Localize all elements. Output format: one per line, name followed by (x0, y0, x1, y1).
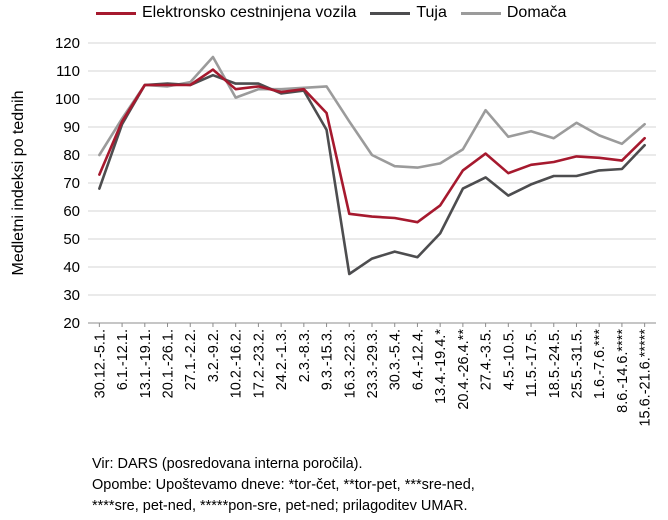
y-tick-label: 100 (55, 91, 80, 108)
legend-swatch-elektronsko (96, 11, 136, 15)
x-tick-label: 18.5.-24.5. (547, 329, 563, 398)
legend-item-elektronsko: Elektronsko cestninjena vozila (96, 4, 356, 22)
y-tick-label: 40 (63, 259, 80, 276)
x-tick-label: 16.3.-22.3. (342, 329, 358, 398)
y-tick-label: 80 (63, 147, 80, 164)
source-note: Vir: DARS (posredovana interna poročila)… (92, 456, 363, 472)
legend-label-domaca: Domača (506, 4, 567, 21)
legend-label-elektronsko: Elektronsko cestninjena vozila (142, 4, 357, 21)
x-tick-label: 8.6.-14.6.**** (615, 329, 631, 413)
series-line-0 (98, 68, 646, 224)
x-tick-label: 13.1.-19.1. (138, 329, 154, 398)
x-tick-label: 24.2.-1.3. (274, 329, 290, 390)
legend-swatch-domaca (460, 11, 501, 15)
x-tick-label: 17.2.-23.2. (251, 329, 267, 398)
y-tick-label: 30 (63, 287, 80, 304)
chart-legend: Elektronsko cestninjena vozila Tuja Doma… (96, 4, 580, 22)
x-tick-label: 11.5.-17.5. (524, 329, 540, 397)
y-tick-label: 50 (63, 231, 80, 248)
legend-swatch-tuja (370, 11, 411, 15)
footnote-line-2: ****sre, pet-ned, *****pon-sre, pet-ned;… (92, 498, 468, 514)
x-tick-label: 30.12.-5.1. (92, 329, 108, 398)
x-tick-label: 10.2.-16.2. (229, 329, 245, 398)
y-tick-label: 60 (63, 203, 80, 220)
footnote-line-1: Opombe: Upoštevamo dneve: *tor-čet, **to… (92, 477, 475, 493)
x-tick-label: 1.6.-7.6.*** (592, 329, 608, 399)
x-tick-label: 23.3.-29.3. (365, 329, 381, 398)
x-tick-label: 6.1.-12.1. (115, 329, 131, 390)
x-tick-label: 27.4.-3.5. (479, 329, 495, 390)
y-tick-label: 90 (63, 119, 80, 136)
y-tick-label: 20 (63, 315, 80, 332)
x-tick-label: 9.3.-15.3. (320, 329, 336, 390)
x-tick-label: 20.1.-26.1. (161, 329, 177, 398)
legend-item-domaca: Domača (460, 4, 567, 22)
x-tick-label: 4.5.-10.5. (501, 329, 517, 390)
x-tick-label: 27.1.-2.2. (183, 329, 199, 390)
y-tick-label: 70 (63, 175, 80, 192)
y-tick-label: 120 (55, 35, 80, 52)
x-tick-label: 25.5.-31.5. (569, 329, 585, 398)
y-tick-label: 110 (56, 63, 80, 80)
x-tick-label: 3.2.-9.2. (206, 329, 222, 382)
line-chart: 20 30 40 50 60 70 80 90 100 110 120 30.12.-5.1. 6.1.… (10, 35, 656, 427)
x-tick-label: 6.4.-12.4. (410, 329, 426, 390)
x-tick-label: 2.3.-8.3. (297, 329, 313, 382)
x-tick-label: 13.4.-19.4.* (433, 329, 449, 404)
x-tick-label: 15.6.-21.6.***** (638, 329, 654, 427)
series-line-2 (98, 55, 646, 169)
x-tick-label: 30.3.-5.4. (388, 329, 404, 390)
legend-label-tuja: Tuja (416, 4, 447, 21)
x-tick-label: 20.4.-26.4.** (456, 329, 472, 410)
series-line-1 (98, 73, 646, 276)
legend-item-tuja: Tuja (370, 4, 447, 22)
chart-notes: Vir: DARS (posredovana interna poročila)… (92, 454, 475, 517)
y-axis-title: Medletni indeksi po tednih (10, 90, 27, 275)
